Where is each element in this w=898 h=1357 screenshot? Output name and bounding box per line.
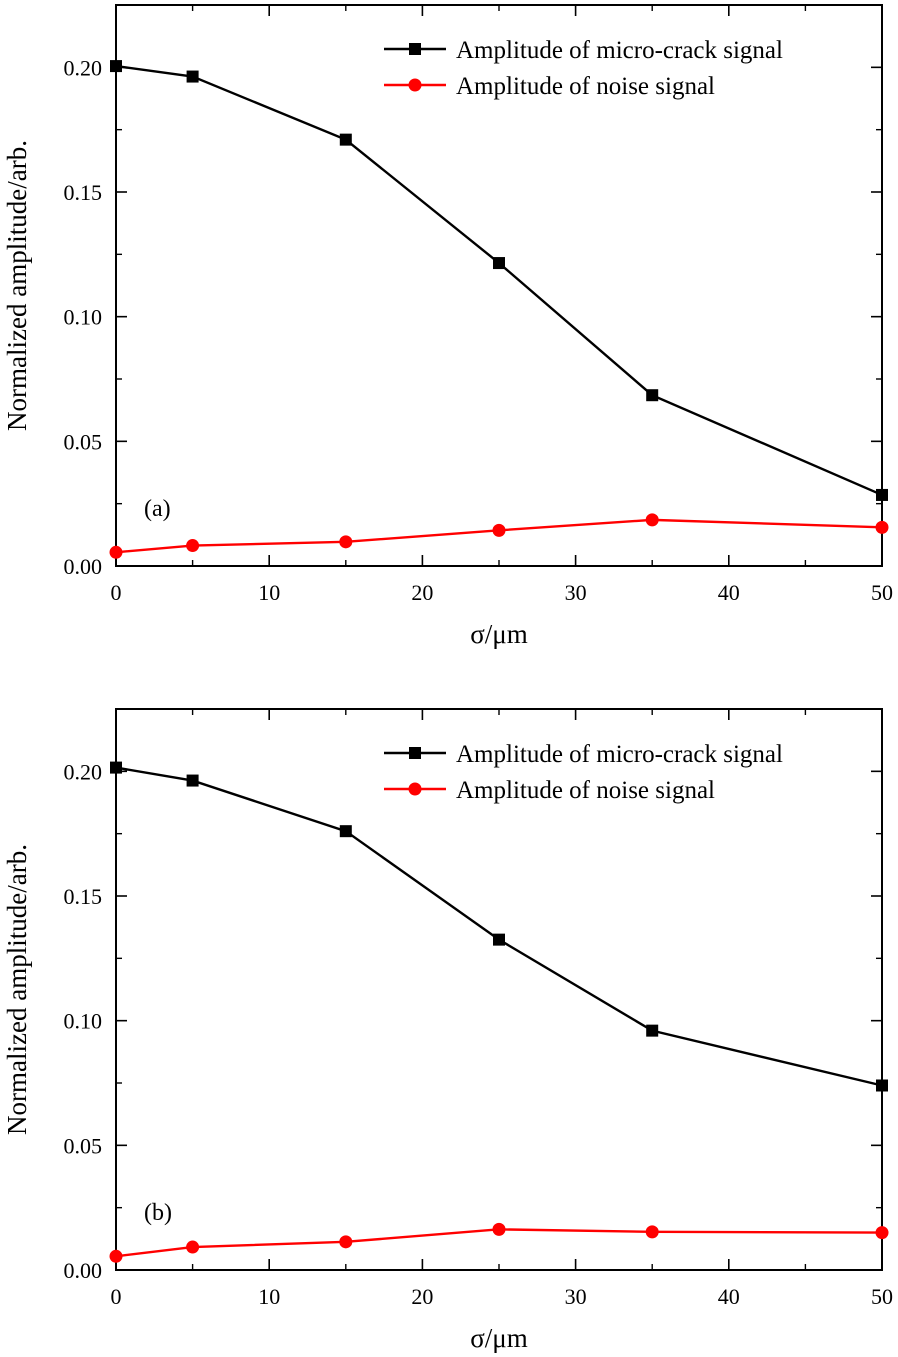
legend-marker: [408, 782, 422, 796]
x-tick-label: 0: [111, 580, 122, 605]
legend-label: Amplitude of micro-crack signal: [456, 741, 783, 768]
panel-label: (a): [144, 496, 171, 522]
series-line: [115, 766, 883, 1087]
y-tick-label: 0.10: [64, 305, 103, 330]
data-point: [339, 1235, 353, 1249]
legend-marker: [409, 747, 421, 759]
data-point: [339, 133, 352, 146]
data-point: [186, 774, 199, 787]
x-axis-label: σ/μm: [470, 619, 528, 649]
data-point: [186, 1240, 200, 1254]
x-axis-label: σ/μm: [470, 1323, 528, 1353]
y-tick-label: 0.10: [64, 1009, 103, 1034]
x-tick-label: 50: [871, 1284, 893, 1309]
y-tick-label: 0.15: [64, 180, 103, 205]
x-tick-label: 10: [258, 580, 280, 605]
y-axis-label: Normalized amplitude/arb.: [2, 140, 32, 431]
x-tick-label: 20: [411, 580, 433, 605]
data-point: [645, 513, 659, 527]
x-tick-label: 20: [411, 1284, 433, 1309]
y-tick-label: 0.15: [64, 884, 103, 909]
data-point: [186, 70, 199, 83]
data-point: [646, 1024, 659, 1037]
series-1: [110, 761, 888, 1092]
series-2: [109, 513, 889, 559]
series-line: [115, 64, 883, 497]
panel-label: (b): [144, 1200, 172, 1226]
x-tick-label: 40: [718, 1284, 740, 1309]
data-point: [339, 535, 353, 549]
data-point: [110, 60, 122, 73]
legend-marker: [409, 43, 421, 55]
y-tick-label: 0.00: [64, 554, 103, 579]
data-point: [876, 1079, 888, 1092]
data-point: [186, 539, 200, 553]
y-tick-label: 0.00: [64, 1258, 103, 1283]
x-tick-label: 0: [111, 1284, 122, 1309]
series-line: [115, 1228, 883, 1258]
x-tick-label: 30: [565, 1284, 587, 1309]
y-axis-label: Normalized amplitude/arb.: [2, 844, 32, 1135]
y-tick-label: 0.05: [64, 1133, 103, 1158]
data-point: [109, 545, 123, 559]
data-point: [492, 523, 506, 537]
x-tick-label: 30: [565, 580, 587, 605]
chart-panel-2: 0 10 20 30 40 50 0.00 0.05 0.10 0.15 0.20 σ/μm Norma…: [2, 708, 893, 1353]
series-1: [110, 60, 888, 501]
legend-label: Amplitude of micro-crack signal: [456, 37, 783, 64]
data-point: [493, 933, 505, 946]
series-line: [115, 518, 883, 554]
data-point: [646, 389, 659, 402]
data-point: [875, 1226, 889, 1240]
data-point: [339, 825, 352, 838]
x-tick-label: 50: [871, 580, 893, 605]
data-point: [876, 488, 888, 501]
data-point: [645, 1225, 659, 1239]
data-point: [110, 761, 122, 774]
x-tick-label: 40: [718, 580, 740, 605]
data-point: [875, 520, 889, 534]
y-tick-label: 0.05: [64, 429, 103, 454]
chart-panel-1: 0 10 20 30 40 50 0.00 0.05 0.10 0.15 0.20 σ/μm Norma…: [2, 4, 893, 649]
x-tick-label: 10: [258, 1284, 280, 1309]
legend-label: Amplitude of noise signal: [456, 73, 715, 100]
legend-marker: [408, 78, 422, 92]
data-point: [493, 257, 505, 270]
y-tick-label: 0.20: [64, 55, 103, 80]
series-2: [109, 1222, 889, 1263]
y-tick-label: 0.20: [64, 759, 103, 784]
legend-label: Amplitude of noise signal: [456, 777, 715, 804]
data-point: [109, 1249, 123, 1263]
data-point: [492, 1222, 506, 1236]
